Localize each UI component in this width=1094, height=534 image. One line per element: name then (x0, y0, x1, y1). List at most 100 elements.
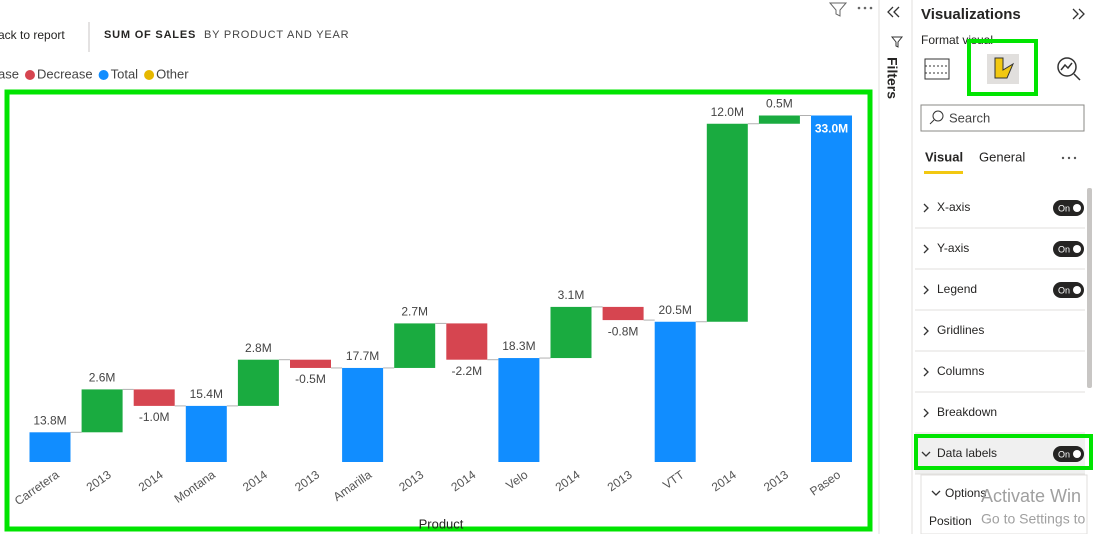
watermark: Go to Settings to (981, 511, 1085, 527)
search-icon (929, 119, 935, 125)
bar (81, 389, 123, 433)
chevron (923, 408, 929, 418)
legend-marker (98, 70, 109, 80)
more-options[interactable] (857, 6, 873, 10)
toggle-knob (1073, 450, 1081, 458)
selection-highlight (914, 434, 1093, 470)
analytics-icon[interactable] (1057, 57, 1081, 81)
back-to-report[interactable]: ack to report (0, 28, 65, 42)
bar (811, 115, 852, 462)
search-box[interactable] (920, 104, 1085, 132)
toggle-label: On (1058, 449, 1070, 459)
toggle[interactable] (1053, 200, 1084, 216)
section-label[interactable]: Y-axis (937, 241, 969, 255)
data-label: 33.0M (815, 122, 848, 136)
toggle[interactable] (1053, 446, 1084, 462)
chevron (923, 203, 929, 213)
toolbar-tab[interactable]: BY PRODUCT AND YEAR (204, 29, 349, 41)
section-label[interactable]: Gridlines (937, 323, 984, 337)
section-row[interactable] (915, 352, 1085, 392)
more-options[interactable] (1061, 156, 1077, 160)
bar (185, 405, 227, 462)
tab[interactable]: Visual (925, 149, 963, 164)
data-label: -2.2M (451, 364, 482, 378)
bar (29, 432, 71, 462)
search-icon (932, 110, 944, 122)
pane-subtitle: Format visual (921, 33, 993, 47)
bar (290, 359, 331, 368)
data-label: 13.8M (33, 413, 66, 427)
section-label[interactable]: Data labels (937, 446, 997, 460)
section-label[interactable]: Breakdown (937, 405, 997, 419)
section-label[interactable]: X-axis (937, 200, 970, 214)
options-header[interactable]: Options (945, 486, 986, 500)
format-visual-glyph (994, 57, 1015, 79)
data-label: 12.0M (711, 105, 744, 119)
selection-highlight (967, 39, 1038, 96)
data-label: 2.7M (401, 305, 428, 319)
legend-marker (144, 70, 155, 80)
expand-icon[interactable] (1072, 8, 1085, 20)
bar (550, 306, 592, 359)
legend-label: ase (0, 66, 19, 81)
collapse-icon[interactable] (887, 6, 900, 18)
filter-icon (890, 36, 904, 48)
scrollbar[interactable] (1087, 188, 1092, 388)
tab-underline (924, 171, 963, 174)
data-label: 0.5M (766, 97, 793, 111)
format-sections: X-axis On Y-axis On Legend On Gridlines Columns… (914, 188, 1093, 475)
search-placeholder: Search (949, 110, 990, 125)
tab[interactable]: General (979, 149, 1025, 164)
chevron (923, 367, 929, 377)
chevron (923, 285, 929, 295)
selection-highlight (4, 89, 873, 532)
data-label: -0.8M (608, 324, 639, 338)
toggle-label: On (1058, 244, 1070, 254)
bar (133, 389, 175, 406)
filters-strip (878, 0, 912, 534)
position-label: Position (929, 514, 972, 528)
section-row[interactable] (915, 311, 1085, 351)
chevron (923, 244, 929, 254)
bar (394, 323, 436, 368)
legend-label: Total (111, 66, 139, 81)
section-label[interactable]: Columns (937, 364, 984, 378)
section-label[interactable]: Legend (937, 282, 977, 296)
toggle[interactable] (1053, 241, 1084, 257)
bar (654, 321, 696, 462)
data-label: 18.3M (502, 339, 535, 353)
filter-icon[interactable] (828, 2, 848, 17)
bar (706, 123, 748, 322)
pane-title: Visualizations (921, 6, 1021, 23)
chevron (931, 490, 941, 496)
data-label: 2.6M (89, 371, 116, 385)
data-label: 3.1M (558, 288, 585, 302)
data-label: 20.5M (659, 303, 692, 317)
data-label: 2.8M (245, 341, 272, 355)
bar (342, 367, 384, 462)
legend-marker (24, 70, 35, 80)
options-card (920, 474, 1088, 534)
chevron (921, 451, 931, 457)
bar (446, 323, 488, 360)
data-label: 15.4M (190, 387, 223, 401)
toggle-label: On (1058, 203, 1070, 213)
chevron (923, 326, 929, 336)
bar (498, 358, 540, 462)
toggle[interactable] (1053, 282, 1084, 298)
data-label: 17.7M (346, 349, 379, 363)
build-visual-icon[interactable] (924, 58, 950, 80)
toolbar-tab[interactable]: SUM OF SALES (104, 29, 196, 41)
watermark: Activate Win (981, 486, 1081, 506)
bar (602, 306, 644, 321)
filters-label[interactable]: Filters (884, 57, 900, 99)
x-axis-title: Product (419, 516, 464, 531)
section-row[interactable] (915, 393, 1085, 433)
toggle-knob (1073, 204, 1081, 212)
bar (237, 359, 279, 406)
toggle-label: On (1058, 285, 1070, 295)
legend-label: Decrease (37, 66, 93, 81)
toggle-knob (1073, 286, 1081, 294)
